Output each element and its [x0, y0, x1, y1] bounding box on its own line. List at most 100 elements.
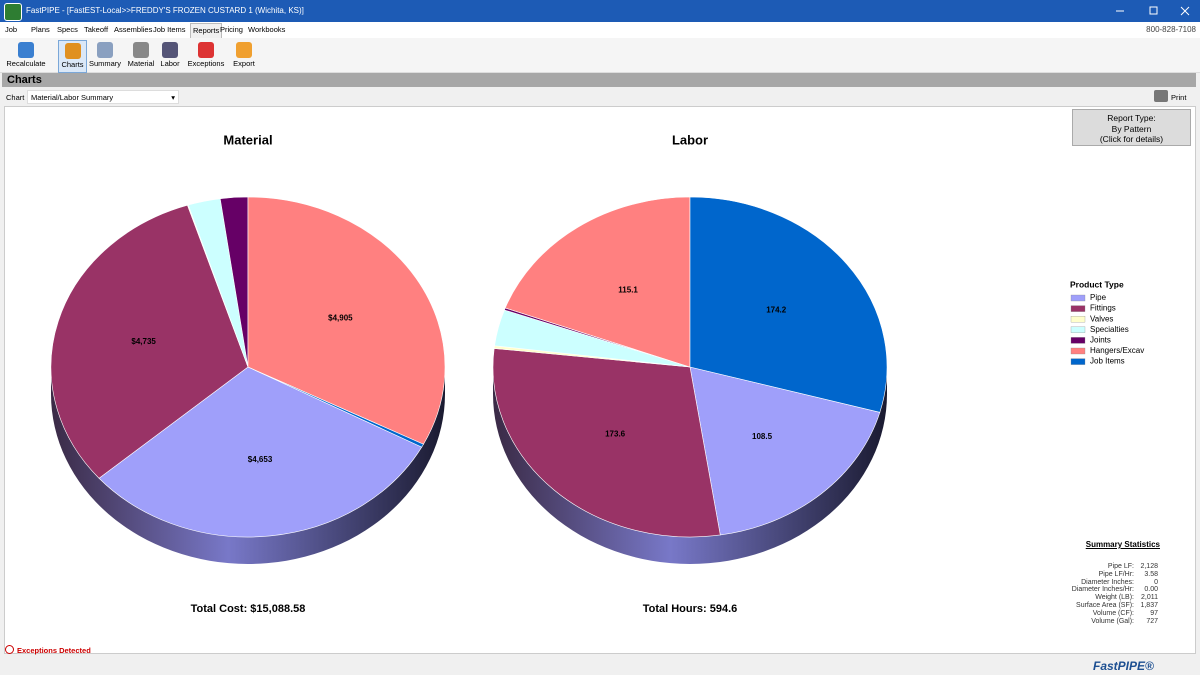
- summary-row: Volume (Gal): 727: [1040, 618, 1160, 626]
- button-label: Recalculate: [6, 59, 46, 68]
- summary-label: Volume (Gal):: [1091, 617, 1134, 625]
- menu-tab[interactable]: Pricing: [220, 25, 243, 34]
- summary-value: 727: [1146, 617, 1158, 625]
- section-header: Charts: [2, 73, 1196, 87]
- legend-label: Hangers/Excav: [1090, 346, 1144, 355]
- button-icon: [97, 42, 113, 58]
- chart-dropdown[interactable]: Material/Labor Summary ▾: [27, 90, 179, 104]
- legend-swatch: [1070, 358, 1086, 365]
- report-type-line: (Click for details): [1099, 134, 1164, 144]
- chart-total: Total Hours: 594.6: [643, 603, 738, 615]
- menu-tab[interactable]: Specs: [57, 25, 78, 34]
- summary-value: 2,011: [1141, 594, 1158, 602]
- button-label: Charts: [61, 60, 84, 69]
- menu-tab[interactable]: Job Items: [153, 25, 186, 34]
- summary-row: Volume (CF): 97: [1040, 610, 1160, 618]
- report-type-button[interactable]: Report Type: By Pattern (Click for details…: [1072, 109, 1191, 146]
- summary-statistics: Summary Statistics Pipe LF: 2,128 Pipe LF/H…: [1040, 540, 1160, 625]
- pie-slice: [504, 196, 691, 368]
- menu-bar: Job Plans Specs Takeoff Assemblies Job Items R…: [0, 22, 1200, 38]
- pie-slice: [247, 196, 446, 445]
- summary-row: Pipe LF: 2,128: [1040, 563, 1160, 571]
- exceptions-icon: [5, 645, 14, 654]
- legend-swatch: [1070, 326, 1086, 333]
- legend-label: Valves: [1090, 314, 1113, 323]
- pie-slice: [50, 204, 249, 479]
- legend-swatch: [1070, 316, 1086, 323]
- summary-value: 3.58: [1144, 570, 1158, 578]
- summary-label: Surface Area (SF):: [1076, 601, 1134, 609]
- legend-label: Joints: [1090, 336, 1111, 345]
- chart-total: Total Cost: $15,088.58: [191, 603, 306, 615]
- logo: FastPIPE®: [1093, 659, 1154, 673]
- title-bar: FastPIPE - [FastEST-Local>>FREDDY'S FROZ…: [0, 0, 1200, 22]
- summary-label: Pipe LF:: [1107, 563, 1134, 570]
- summary-row: Surface Area (SF): 1,837: [1040, 602, 1160, 610]
- summary-row: Diameter Inches/Hr: 0.00: [1040, 586, 1160, 594]
- menu-tab[interactable]: Reports: [190, 23, 223, 38]
- print-icon: [1154, 90, 1168, 102]
- legend-swatch: [1070, 337, 1086, 344]
- menu-tab[interactable]: Plans: [31, 25, 50, 34]
- menu-tab[interactable]: Job: [5, 25, 18, 34]
- pie-slice: [98, 366, 423, 538]
- exceptions-status[interactable]: Exceptions Detected: [17, 646, 91, 655]
- pie-slice: [689, 366, 881, 536]
- summary-label: Weight (LB):: [1095, 594, 1134, 602]
- toolbar-button[interactable]: Material: [126, 40, 156, 71]
- legend-label: Fittings: [1090, 304, 1116, 313]
- pie-side: [493, 367, 887, 564]
- button-label: Summary: [88, 59, 122, 68]
- legend-label: Specialties: [1090, 325, 1129, 334]
- toolbar: Recalculate Charts Summary Material Labor Exc…: [0, 38, 1200, 73]
- chart-title: Labor: [672, 132, 708, 147]
- summary-label: Pipe LF/Hr:: [1098, 570, 1134, 578]
- button-label: Material: [127, 59, 155, 68]
- app-icon: [4, 3, 22, 21]
- legend-label: Job Items: [1090, 357, 1125, 366]
- toolbar-button[interactable]: Charts: [58, 40, 87, 73]
- window-controls[interactable]: [1080, 0, 1200, 22]
- window-title: FastPIPE - [FastEST-Local>>FREDDY'S FROZ…: [26, 6, 304, 15]
- chart-title: Material: [223, 132, 272, 147]
- pie-slice: [492, 348, 721, 538]
- print-button[interactable]: Print: [1171, 93, 1187, 102]
- summary-value: 0.00: [1144, 586, 1158, 594]
- slice-label: 173.6: [605, 430, 626, 439]
- button-icon: [18, 42, 34, 58]
- summary-value: 0: [1154, 578, 1158, 586]
- menu-tab[interactable]: Assemblies: [114, 25, 153, 34]
- legend-swatch: [1070, 305, 1086, 312]
- toolbar-button[interactable]: Summary: [88, 40, 122, 71]
- toolbar-button[interactable]: Recalculate: [4, 40, 48, 71]
- toolbar-button[interactable]: Export: [230, 40, 258, 71]
- slice-label: 174.2: [766, 305, 787, 314]
- summary-value: 2,128: [1140, 563, 1158, 570]
- button-label: Export: [233, 59, 255, 68]
- legend-label: Pipe: [1090, 293, 1107, 302]
- legend-swatch: [1070, 347, 1086, 355]
- summary-row: Diameter Inches: 0: [1040, 579, 1160, 587]
- slice-label: $4,653: [248, 455, 273, 464]
- pie-slice: [247, 366, 424, 448]
- summary-row: Weight (LB): 2,011: [1040, 594, 1160, 602]
- chart-selector-label: Chart: [6, 93, 25, 102]
- summary-value: 97: [1150, 609, 1158, 617]
- button-icon: [162, 42, 178, 58]
- summary-value: 1,837: [1140, 601, 1158, 609]
- phone-number: 800-828-7108: [1146, 25, 1196, 34]
- report-type-line: By Pattern: [1111, 123, 1152, 134]
- menu-tab[interactable]: Workbooks: [248, 25, 286, 34]
- pie-side: [51, 367, 445, 564]
- button-icon: [133, 42, 149, 58]
- slice-label: $4,735: [131, 337, 156, 346]
- toolbar-button[interactable]: Exceptions: [186, 40, 226, 71]
- report-type-line: Report Type:: [1107, 113, 1156, 123]
- toolbar-button[interactable]: Labor: [158, 40, 182, 71]
- button-icon: [198, 42, 214, 58]
- button-icon: [236, 42, 252, 58]
- summary-row: Pipe LF/Hr: 3.58: [1040, 571, 1160, 579]
- menu-tab[interactable]: Takeoff: [84, 25, 109, 34]
